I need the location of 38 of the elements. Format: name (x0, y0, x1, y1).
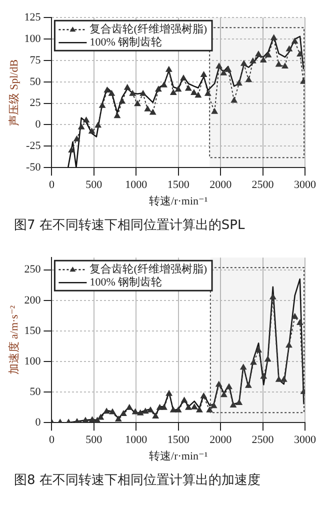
y-tick-label: -25 (26, 140, 42, 152)
y-tick-label: 150 (24, 324, 42, 337)
legend-label: 100% 钢制齿轮 (90, 275, 162, 288)
x-tick-label: 2500 (252, 179, 274, 192)
x-tick-label: 2500 (252, 434, 274, 446)
y-tick-label: 50 (30, 386, 42, 398)
x-tick-label: 2000 (210, 434, 232, 446)
x-tick-label: 500 (86, 179, 103, 192)
caption: 图7 在不同转速下相同位置计算出的SPL (13, 217, 246, 235)
x-axis-title: 转速/r·min⁻¹ (149, 194, 208, 208)
x-tick-label: 0 (48, 179, 55, 192)
caption: 图8 在不同转速下相同位置计算出的加速度 (13, 472, 262, 490)
y-tick-label: 250 (24, 264, 42, 276)
y-tick-label: 0 (35, 416, 42, 428)
y-tick-label: 25 (30, 97, 42, 110)
x-tick-label: 1500 (167, 434, 190, 446)
x-tick-label: 1500 (167, 179, 190, 192)
y-tick-label: 125 (24, 11, 42, 24)
x-tick-label: 0 (48, 434, 55, 446)
x-tick-label: 1000 (125, 179, 148, 192)
y-axis-title: 声压级 Spl/dB (7, 59, 20, 126)
y-tick-label: 200 (24, 294, 42, 306)
y-tick-label: -50 (26, 161, 42, 174)
legend-label: 复合齿轮(纤维增强树脂) (90, 262, 208, 276)
y-axis-title: 加速度 a/m·s⁻² (7, 304, 20, 375)
x-axis-title: 转速/r·min⁻¹ (149, 449, 208, 462)
y-tick-label: 100 (24, 32, 42, 45)
y-tick-label: 100 (24, 355, 42, 368)
x-tick-label: 3000 (294, 179, 316, 192)
legend-label: 复合齿轮(纤维增强树脂) (90, 22, 208, 36)
x-tick-label: 2000 (210, 179, 232, 192)
y-tick-label: 75 (30, 54, 42, 66)
legend-label: 100% 钢制齿轮 (90, 35, 162, 48)
x-tick-label: 500 (86, 434, 103, 446)
y-tick-label: 50 (30, 76, 42, 88)
x-tick-label: 1000 (125, 434, 148, 446)
x-tick-label: 3000 (294, 434, 316, 446)
y-tick-label: 0 (35, 118, 42, 131)
